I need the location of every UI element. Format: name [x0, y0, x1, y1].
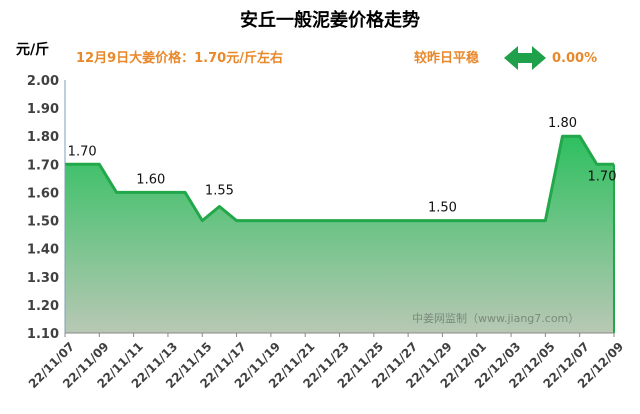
area-fill	[65, 136, 614, 333]
y-tick-label: 1.90	[27, 102, 59, 117]
area-series	[65, 134, 615, 333]
chart-title: 安丘一般泥姜价格走势	[240, 9, 420, 31]
price-summary: 12月9日大姜价格：1.70元/斤左右	[76, 50, 283, 66]
y-tick-label: 1.20	[27, 299, 59, 314]
y-tick-label: 1.70	[27, 158, 59, 173]
watermark: 中姜网监制（www.jiang7.com）	[412, 311, 579, 325]
data-label: 1.80	[548, 116, 577, 131]
y-tick-label: 1.40	[27, 243, 59, 258]
y-tick-label: 1.50	[27, 215, 59, 230]
compare-label: 较昨日平稳	[414, 50, 479, 66]
data-label: 1.50	[428, 201, 457, 216]
x-ticks: 22/11/0722/11/0922/11/1122/11/1322/11/15…	[26, 333, 626, 391]
y-tick-label: 1.10	[27, 327, 59, 342]
data-label: 1.60	[136, 172, 165, 187]
y-unit-label: 元/斤	[16, 41, 49, 58]
double-arrow-icon	[504, 46, 546, 70]
y-ticks: 2.00 1.90 1.80 1.70 1.60 1.50 1.40 1.30 1.20 1.10	[27, 74, 59, 342]
data-label: 1.70	[588, 169, 617, 184]
price-line	[65, 134, 614, 223]
y-tick-label: 2.00	[27, 74, 59, 89]
change-value: 0.00%	[552, 51, 597, 66]
y-tick-label: 1.80	[27, 130, 59, 145]
data-label: 1.70	[68, 144, 97, 159]
y-tick-label: 1.30	[27, 271, 59, 286]
data-labels: 1.70 1.60 1.55 1.50 1.80 1.70	[68, 116, 617, 215]
data-label: 1.55	[205, 184, 234, 199]
y-tick-label: 1.60	[27, 186, 59, 201]
